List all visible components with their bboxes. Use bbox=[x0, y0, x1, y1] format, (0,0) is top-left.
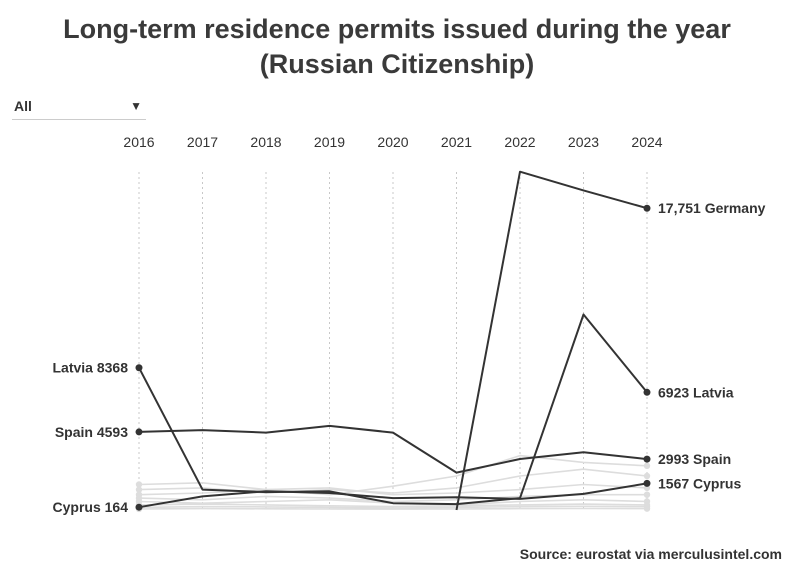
x-tick-label-2018: 2018 bbox=[250, 134, 281, 150]
series-line-other-8 bbox=[138, 507, 648, 510]
start-label-latvia: Latvia 8368 bbox=[53, 360, 129, 376]
x-tick-label-2017: 2017 bbox=[187, 134, 218, 150]
data-point-latvia-2016 bbox=[135, 364, 143, 372]
x-tick-label-2022: 2022 bbox=[504, 134, 535, 150]
data-point-other-1-2024 bbox=[643, 462, 651, 469]
end-label-germany: 17,751 Germany bbox=[658, 200, 766, 216]
data-point-other-8-2024 bbox=[643, 505, 651, 512]
country-filter-value: All bbox=[14, 98, 32, 114]
chart-title-line-1: Long-term residence permits issued durin… bbox=[63, 14, 731, 44]
data-point-spain-2016 bbox=[135, 428, 143, 436]
data-point-spain-2024 bbox=[643, 455, 651, 463]
data-point-other-2-2024 bbox=[643, 472, 651, 480]
x-tick-label-2021: 2021 bbox=[441, 134, 472, 150]
start-label-cyprus: Cyprus 164 bbox=[53, 499, 129, 515]
series-line-other-7 bbox=[138, 505, 648, 509]
source-note: Source: eurostat via merculusintel.com bbox=[519, 546, 782, 562]
series-line-other-6 bbox=[138, 503, 648, 508]
caret-down-icon: ▼ bbox=[130, 99, 142, 113]
end-label-spain: 2993 Spain bbox=[658, 451, 731, 467]
data-point-cyprus-2016 bbox=[135, 503, 143, 511]
series-line-spain bbox=[138, 424, 648, 474]
country-filter-dropdown[interactable]: All ▼ bbox=[12, 94, 146, 120]
x-tick-label-2023: 2023 bbox=[568, 134, 599, 150]
data-point-other-1-2016 bbox=[135, 481, 143, 488]
data-point-germany-2024 bbox=[643, 204, 651, 212]
data-point-cyprus-2024 bbox=[643, 479, 651, 487]
data-point-other-4-2024 bbox=[643, 491, 651, 498]
data-point-other-2-2016 bbox=[135, 486, 143, 493]
series-line-cyprus bbox=[138, 482, 648, 509]
series-line-other-1 bbox=[138, 454, 648, 496]
chart-title: Long-term residence permits issued durin… bbox=[0, 12, 794, 82]
end-label-latvia: 6923 Latvia bbox=[658, 384, 734, 400]
x-tick-label-2016: 2016 bbox=[123, 134, 154, 150]
x-tick-label-2019: 2019 bbox=[314, 134, 345, 150]
chart-title-line-2: (Russian Citizenship) bbox=[259, 49, 535, 79]
data-point-latvia-2024 bbox=[643, 388, 651, 396]
series-line-latvia bbox=[138, 313, 648, 506]
series-line-other-3 bbox=[138, 483, 648, 496]
x-tick-label-2020: 2020 bbox=[377, 134, 408, 150]
x-tick-label-2024: 2024 bbox=[631, 134, 662, 150]
start-label-spain: Spain 4593 bbox=[55, 424, 128, 440]
series-line-germany bbox=[455, 170, 648, 511]
end-label-cyprus: 1567 Cyprus bbox=[658, 475, 741, 491]
